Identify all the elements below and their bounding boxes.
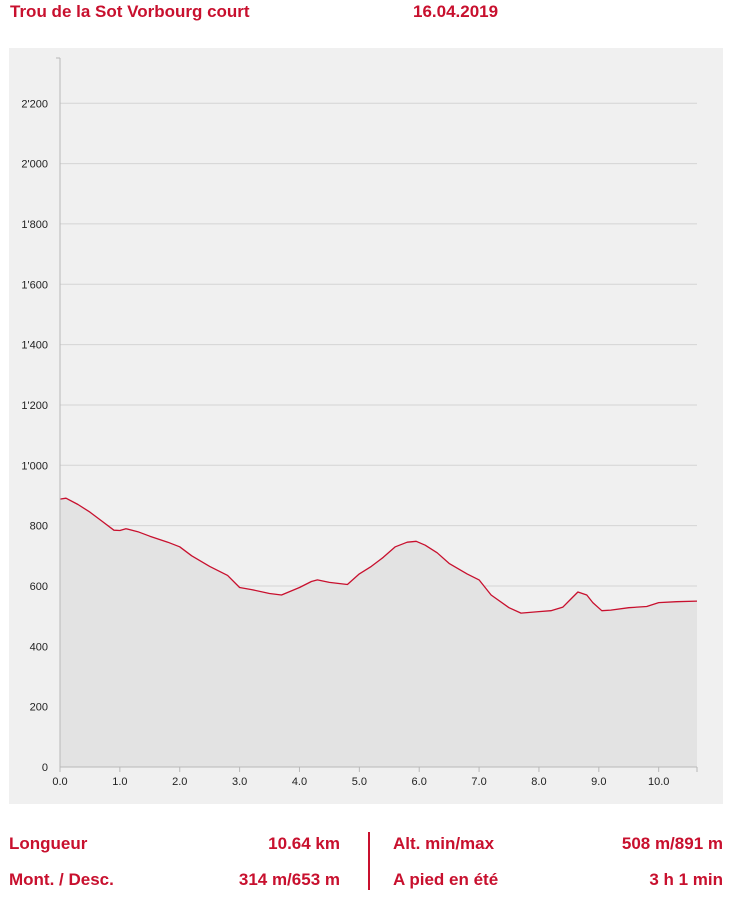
y-tick-label: 800: [30, 521, 48, 533]
x-tick-label: 5.0: [352, 776, 367, 788]
elevation-chart-panel: 0 200 400 600 800 1'000 1'200 1'400 1'600 1'800 2'…: [9, 48, 723, 804]
walking-time-label: A pied en été: [393, 870, 499, 889]
stats-panel: Longueur 10.64 km Mont. / Desc. 314 m/65…: [0, 820, 735, 900]
y-tick-label: 600: [30, 581, 48, 593]
stats-divider: [368, 832, 370, 890]
route-title: Trou de la Sot Vorbourg court: [10, 2, 250, 21]
y-tick-label: 2'200: [21, 98, 48, 110]
altitude-min-max-value: 508 m/891 m: [621, 834, 723, 853]
x-tick-label: 6.0: [412, 776, 427, 788]
y-tick-label: 2'000: [21, 159, 48, 171]
x-tick-label: 10.0: [648, 776, 669, 788]
y-tick-label: 0: [42, 762, 48, 774]
elevation-line: [59, 497, 698, 614]
ascent-descent-label: Mont. / Desc.: [9, 870, 114, 889]
elevation-profile-chart: 0 200 400 600 800 1'000 1'200 1'400 1'600 1'800 2'…: [21, 57, 698, 788]
x-tick-label: 9.0: [591, 776, 606, 788]
y-tick-label: 1'600: [21, 279, 48, 291]
length-value: 10.64 km: [268, 834, 340, 853]
x-tick-label: 2.0: [172, 776, 187, 788]
x-tick-label: 1.0: [112, 776, 127, 788]
altitude-min-max-label: Alt. min/max: [393, 834, 495, 853]
ascent-descent-value: 314 m/653 m: [238, 870, 340, 889]
y-tick-label: 1'000: [21, 460, 48, 472]
x-tick-label: 7.0: [471, 776, 486, 788]
y-tick-label: 1'200: [21, 400, 48, 412]
y-tick-label: 1'800: [21, 219, 48, 231]
y-tick-label: 1'400: [21, 340, 48, 352]
walking-time-value: 3 h 1 min: [649, 870, 723, 889]
y-tick-label: 400: [30, 641, 48, 653]
x-tick-label: 8.0: [531, 776, 546, 788]
elevation-area: [60, 498, 697, 767]
y-tick-label: 200: [30, 702, 48, 714]
x-tick-label: 4.0: [292, 776, 307, 788]
length-label: Longueur: [9, 834, 88, 853]
x-tick-label: 3.0: [232, 776, 247, 788]
x-tick-label: 0.0: [52, 776, 67, 788]
route-date: 16.04.2019: [413, 2, 499, 21]
header: Trou de la Sot Vorbourg court 16.04.2019: [0, 0, 735, 30]
